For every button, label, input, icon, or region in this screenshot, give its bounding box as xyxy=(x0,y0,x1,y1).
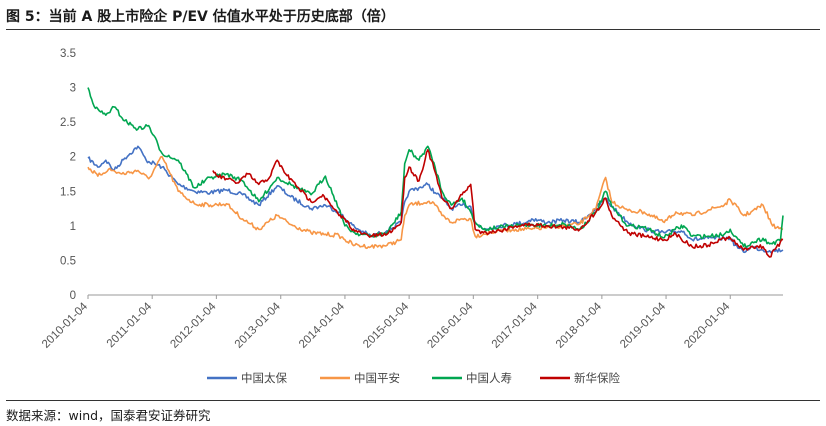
y-tick-label: 0 xyxy=(70,290,76,302)
x-tick-label: 2015-01-04 xyxy=(361,300,412,351)
legend-label: 中国人寿 xyxy=(466,371,512,385)
x-tick-label: 2011-01-04 xyxy=(105,300,155,350)
x-tick-label: 2014-01-04 xyxy=(297,300,348,351)
legend: 中国太保 中国平安 中国人寿 新华保险 xyxy=(207,371,620,385)
x-tick-label: 2012-01-04 xyxy=(168,300,219,351)
y-tick-label: 1 xyxy=(70,221,76,233)
x-tick-label: 2018-01-04 xyxy=(554,300,605,351)
series-line-1 xyxy=(87,145,784,254)
y-tick-label: 3 xyxy=(70,83,76,95)
x-tick-label: 2019-01-04 xyxy=(618,300,669,351)
pev-line-chart: 0 0.5 1 1.5 2 2.5 3 3.5 2010-01-04 2011-01-04 2012… xyxy=(40,48,784,385)
series-line-3 xyxy=(87,87,784,249)
series-layer xyxy=(87,87,784,258)
x-tick-label: 2013-01-04 xyxy=(233,300,284,351)
y-tick-label: 0.5 xyxy=(60,255,76,267)
legend-label: 中国平安 xyxy=(354,371,400,385)
source-rule xyxy=(6,400,820,401)
x-tick-label: 2016-01-04 xyxy=(425,300,476,351)
title-rule xyxy=(6,29,820,30)
legend-label: 新华保险 xyxy=(574,371,620,385)
axes-layer: 0 0.5 1 1.5 2 2.5 3 3.5 2010-01-04 2011-01-04 2012… xyxy=(40,48,783,351)
x-tick-label: 2020-01-04 xyxy=(682,300,733,351)
y-tick-label: 1.5 xyxy=(60,186,76,198)
y-tick-label: 2 xyxy=(70,152,76,164)
figure-title: 图 5：当前 A 股上市险企 P/EV 估值水平处于历史底部（倍） xyxy=(6,9,395,25)
x-tick-label: 2010-01-04 xyxy=(40,300,91,351)
series-line-4 xyxy=(212,149,784,258)
legend-label: 中国太保 xyxy=(241,371,287,385)
y-tick-label: 2.5 xyxy=(60,117,76,129)
x-tick-label: 2017-01-04 xyxy=(490,300,541,351)
series-line-2 xyxy=(87,155,784,250)
chart-title-row: 图 5：当前 A 股上市险企 P/EV 估值水平处于历史底部（倍） xyxy=(6,4,820,30)
data-source-note: 数据来源：wind，国泰君安证券研究 xyxy=(6,408,211,423)
y-tick-label: 3.5 xyxy=(60,48,76,60)
